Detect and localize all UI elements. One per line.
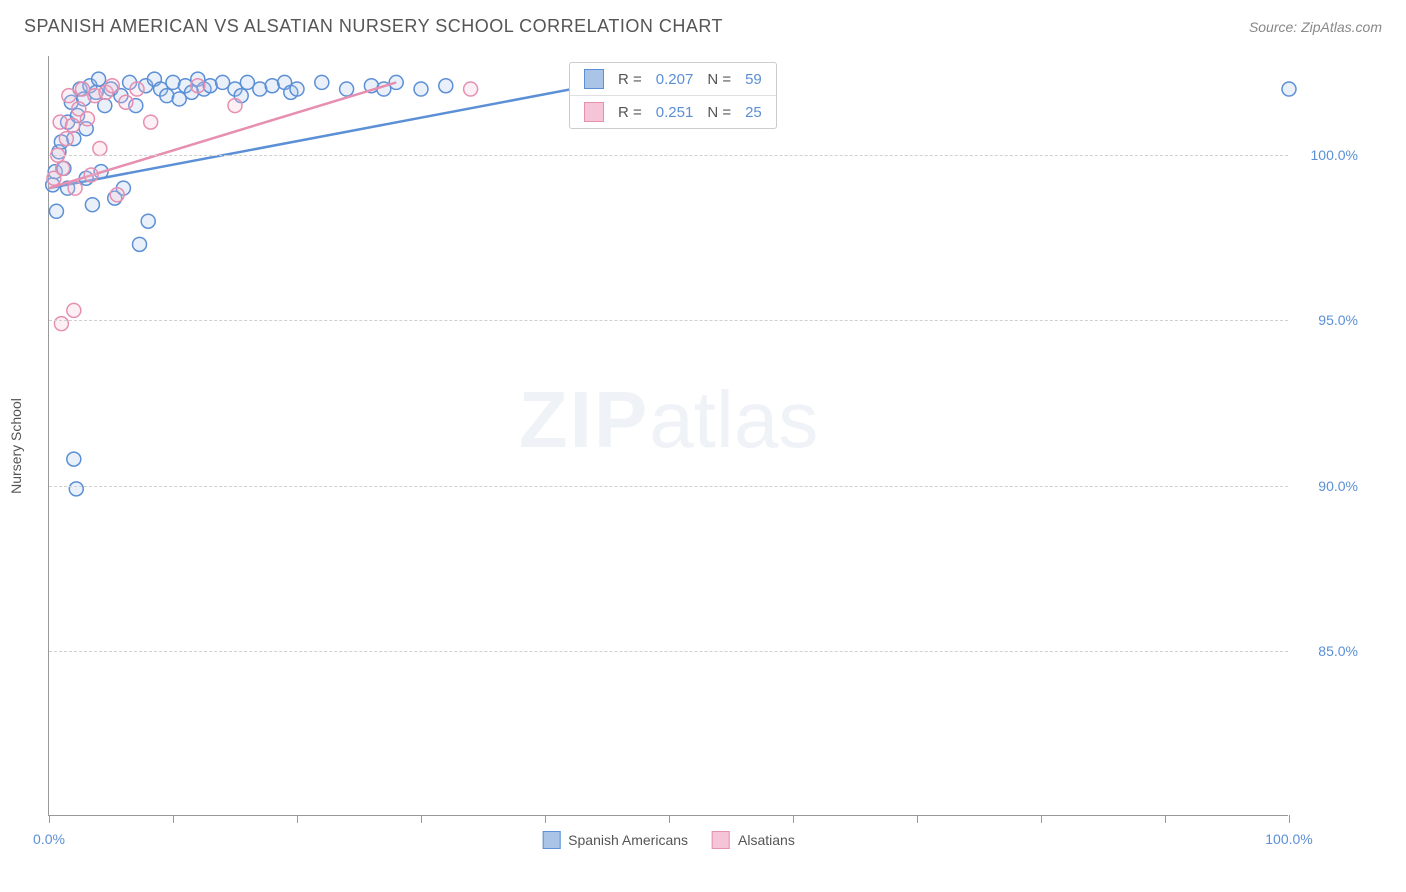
legend-label: Spanish Americans — [568, 832, 688, 848]
data-point — [67, 452, 81, 466]
scatter-svg — [49, 56, 1288, 815]
data-point — [56, 161, 70, 175]
chart-title: SPANISH AMERICAN VS ALSATIAN NURSERY SCH… — [24, 16, 723, 37]
x-tick — [545, 815, 546, 823]
data-point — [54, 317, 68, 331]
x-tick — [421, 815, 422, 823]
data-point — [414, 82, 428, 96]
data-point — [110, 188, 124, 202]
gridline-horizontal — [49, 651, 1288, 652]
stats-swatch — [584, 69, 604, 89]
data-point — [464, 82, 478, 96]
data-point — [130, 82, 144, 96]
x-tick — [793, 815, 794, 823]
data-point — [62, 89, 76, 103]
data-point — [340, 82, 354, 96]
data-point — [141, 214, 155, 228]
data-point — [68, 181, 82, 195]
x-tick — [297, 815, 298, 823]
stat-n-value: 25 — [745, 104, 762, 121]
chart-plot-area: ZIPatlas 85.0%90.0%95.0%100.0%0.0%100.0%… — [48, 56, 1288, 816]
stats-swatch — [584, 102, 604, 122]
gridline-horizontal — [49, 486, 1288, 487]
data-point — [315, 75, 329, 89]
y-tick-label: 85.0% — [1298, 643, 1358, 659]
header: SPANISH AMERICAN VS ALSATIAN NURSERY SCH… — [0, 0, 1406, 49]
x-tick — [1165, 815, 1166, 823]
data-point — [69, 482, 83, 496]
stats-row: R = 0.207 N = 59 — [570, 63, 776, 96]
data-point — [80, 112, 94, 126]
stats-row: R = 0.251 N = 25 — [570, 96, 776, 128]
gridline-horizontal — [49, 320, 1288, 321]
data-point — [66, 118, 80, 132]
data-point — [92, 72, 106, 86]
data-point — [133, 237, 147, 251]
stat-r-label: R = — [618, 71, 642, 88]
y-tick-label: 100.0% — [1298, 147, 1358, 163]
y-axis-label: Nursery School — [8, 398, 24, 494]
x-tick — [173, 815, 174, 823]
y-tick-label: 90.0% — [1298, 478, 1358, 494]
data-point — [67, 303, 81, 317]
x-tick-label: 100.0% — [1265, 831, 1312, 847]
trend-line — [49, 82, 607, 188]
y-tick-label: 95.0% — [1298, 312, 1358, 328]
data-point — [191, 79, 205, 93]
data-point — [59, 132, 73, 146]
data-point — [144, 115, 158, 129]
legend-swatch — [542, 831, 560, 849]
data-point — [105, 79, 119, 93]
x-tick — [1289, 815, 1290, 823]
legend-item: Spanish Americans — [542, 831, 688, 849]
legend-swatch — [712, 831, 730, 849]
x-tick — [1041, 815, 1042, 823]
data-point — [1282, 82, 1296, 96]
stat-n-label: N = — [707, 104, 731, 121]
gridline-horizontal — [49, 155, 1288, 156]
data-point — [93, 142, 107, 156]
stat-r-value: 0.207 — [656, 71, 694, 88]
legend-item: Alsatians — [712, 831, 795, 849]
data-point — [85, 198, 99, 212]
stat-n-label: N = — [707, 71, 731, 88]
stat-r-value: 0.251 — [656, 104, 694, 121]
data-point — [439, 79, 453, 93]
data-point — [84, 168, 98, 182]
stat-r-label: R = — [618, 104, 642, 121]
bottom-legend: Spanish Americans Alsatians — [542, 831, 795, 849]
x-tick — [917, 815, 918, 823]
data-point — [290, 82, 304, 96]
x-tick-label: 0.0% — [33, 831, 65, 847]
source-attribution: Source: ZipAtlas.com — [1249, 19, 1382, 35]
stats-box: R = 0.207 N = 59 R = 0.251 N = 25 — [569, 62, 777, 129]
stat-n-value: 59 — [745, 71, 762, 88]
x-tick — [669, 815, 670, 823]
x-tick — [49, 815, 50, 823]
data-point — [119, 95, 133, 109]
data-point — [228, 99, 242, 113]
legend-label: Alsatians — [738, 832, 795, 848]
data-point — [49, 204, 63, 218]
